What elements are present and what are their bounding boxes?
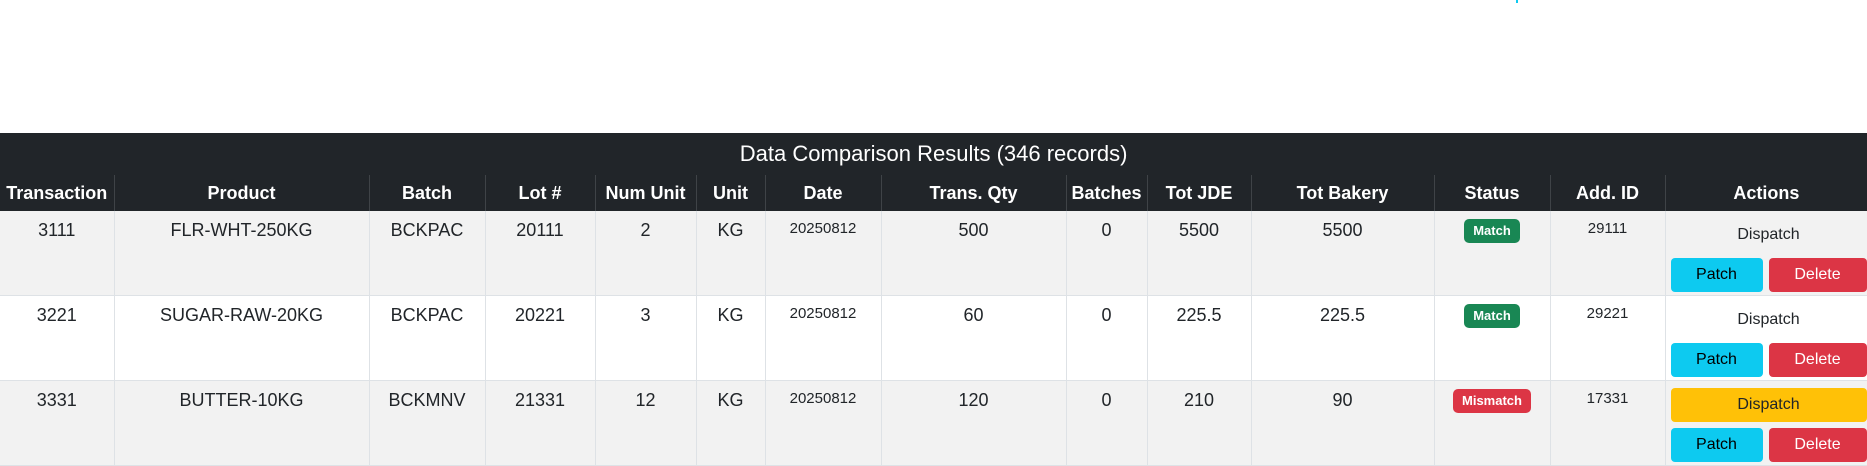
tot-bakery-cell: 90 xyxy=(1250,380,1434,466)
tot-jde-cell: 225.5 xyxy=(1146,295,1251,381)
batch-cell: BCKPAC xyxy=(368,211,485,296)
actions-cell: Dispatch Patch Delete xyxy=(1664,295,1867,381)
trans-qty-cell: 500 xyxy=(880,211,1066,296)
num-unit-cell: 3 xyxy=(594,295,696,381)
status-cell: Match xyxy=(1433,295,1550,381)
unit-cell: KG xyxy=(695,211,765,296)
col-unit: Unit xyxy=(695,175,765,211)
table-row: 3111 FLR-WHT-250KG BCKPAC 20111 2 KG 202… xyxy=(0,211,1867,296)
batches-cell: 0 xyxy=(1065,211,1147,296)
col-trans-qty: Trans. Qty xyxy=(880,175,1066,211)
product-cell: SUGAR-RAW-20KG xyxy=(113,295,369,381)
product-cell: BUTTER-10KG xyxy=(113,380,369,466)
actions-cell: Dispatch Patch Delete xyxy=(1664,211,1867,296)
col-batches: Batches xyxy=(1065,175,1147,211)
table-header-row: Transaction Product Batch Lot # Num Unit… xyxy=(0,175,1867,211)
tot-jde-cell: 5500 xyxy=(1146,211,1251,296)
status-badge: Match xyxy=(1464,219,1520,243)
table-row: 3331 BUTTER-10KG BCKMNV 21331 12 KG 2025… xyxy=(0,380,1867,466)
trans-qty-cell: 60 xyxy=(880,295,1066,381)
status-cell: Match xyxy=(1433,211,1550,296)
transaction-cell: 3111 xyxy=(0,211,114,296)
date-cell: 20250812 xyxy=(764,295,881,381)
top-blank-area xyxy=(0,0,1867,133)
trans-qty-cell: 120 xyxy=(880,380,1066,466)
batch-cell: BCKPAC xyxy=(368,295,485,381)
col-transaction: Transaction xyxy=(0,175,114,211)
status-cell: Mismatch xyxy=(1433,380,1550,466)
num-unit-cell: 2 xyxy=(594,211,696,296)
tot-bakery-cell: 225.5 xyxy=(1250,295,1434,381)
lot-cell: 20111 xyxy=(484,211,595,296)
lot-cell: 21331 xyxy=(484,380,595,466)
col-batch: Batch xyxy=(368,175,485,211)
actions-cell: Dispatch Patch Delete xyxy=(1664,380,1867,466)
num-unit-cell: 12 xyxy=(594,380,696,466)
batches-cell: 0 xyxy=(1065,295,1147,381)
add-id-cell: 17331 xyxy=(1549,380,1665,466)
comparison-table: Data Comparison Results (346 records) Tr… xyxy=(0,133,1867,466)
col-date: Date xyxy=(764,175,881,211)
dispatch-button[interactable]: Dispatch xyxy=(1671,218,1867,252)
tot-bakery-cell: 5500 xyxy=(1250,211,1434,296)
unit-cell: KG xyxy=(695,380,765,466)
table-row: 3221 SUGAR-RAW-20KG BCKPAC 20221 3 KG 20… xyxy=(0,295,1867,381)
transaction-cell: 3331 xyxy=(0,380,114,466)
col-actions: Actions xyxy=(1664,175,1867,211)
col-lot: Lot # xyxy=(484,175,595,211)
col-num-unit: Num Unit xyxy=(594,175,696,211)
unit-cell: KG xyxy=(695,295,765,381)
col-product: Product xyxy=(113,175,369,211)
status-badge: Match xyxy=(1464,304,1520,328)
tot-jde-cell: 210 xyxy=(1146,380,1251,466)
col-tot-bakery: Tot Bakery xyxy=(1250,175,1434,211)
delete-button[interactable]: Delete xyxy=(1768,258,1867,292)
batch-cell: BCKMNV xyxy=(368,380,485,466)
transaction-cell: 3221 xyxy=(0,295,114,381)
dispatch-button[interactable]: Dispatch xyxy=(1671,303,1867,337)
patch-button[interactable]: Patch xyxy=(1670,258,1763,292)
date-cell: 20250812 xyxy=(764,380,881,466)
table-title: Data Comparison Results (346 records) xyxy=(0,133,1867,175)
patch-button[interactable]: Patch xyxy=(1670,343,1763,377)
product-cell: FLR-WHT-250KG xyxy=(113,211,369,296)
delete-button[interactable]: Delete xyxy=(1768,428,1867,462)
delete-button[interactable]: Delete xyxy=(1768,343,1867,377)
lot-cell: 20221 xyxy=(484,295,595,381)
date-cell: 20250812 xyxy=(764,211,881,296)
patch-button[interactable]: Patch xyxy=(1670,428,1763,462)
top-marker xyxy=(1516,0,1518,3)
col-tot-jde: Tot JDE xyxy=(1146,175,1251,211)
col-status: Status xyxy=(1433,175,1550,211)
col-add-id: Add. ID xyxy=(1549,175,1665,211)
batches-cell: 0 xyxy=(1065,380,1147,466)
dispatch-button[interactable]: Dispatch xyxy=(1670,388,1867,422)
status-badge: Mismatch xyxy=(1453,389,1531,413)
add-id-cell: 29221 xyxy=(1549,295,1665,381)
add-id-cell: 29111 xyxy=(1549,211,1665,296)
